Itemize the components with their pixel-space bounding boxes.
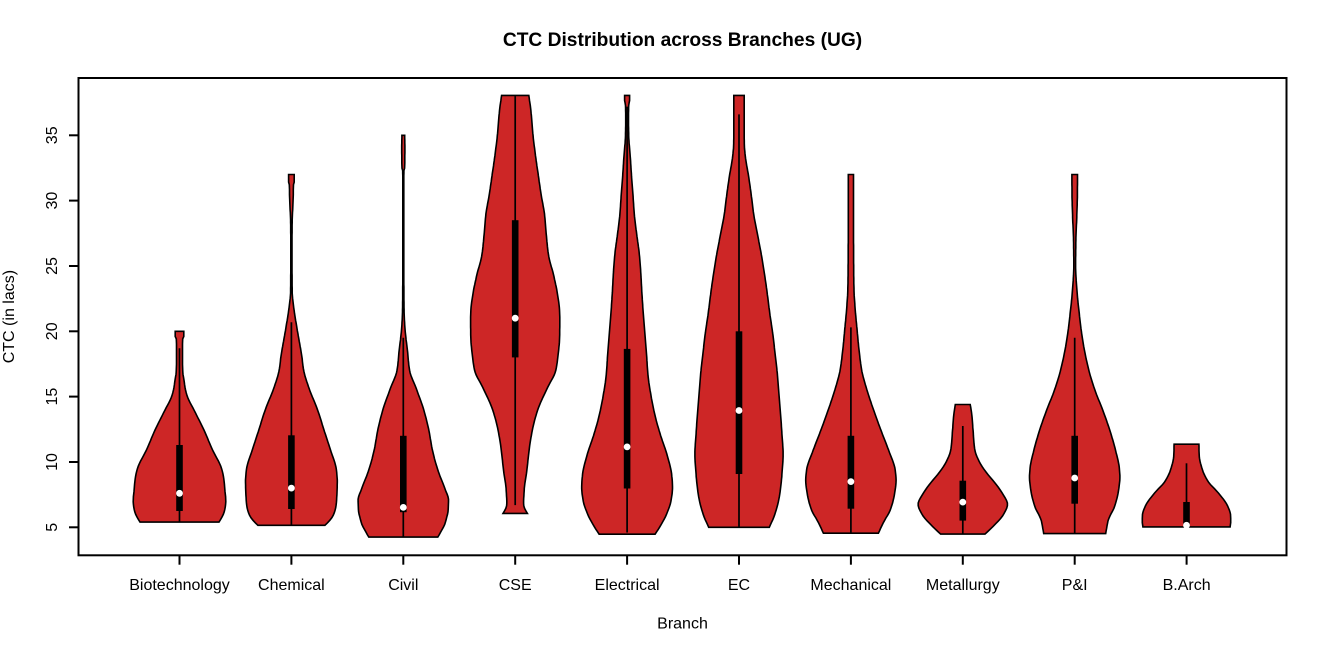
svg-text:25: 25 bbox=[44, 257, 61, 275]
svg-text:B.Arch: B.Arch bbox=[1163, 577, 1211, 594]
svg-text:Chemical: Chemical bbox=[258, 577, 325, 594]
svg-text:Biotechnology: Biotechnology bbox=[129, 577, 230, 594]
svg-text:Electrical: Electrical bbox=[595, 577, 660, 594]
svg-text:5: 5 bbox=[44, 523, 61, 532]
svg-text:P&I: P&I bbox=[1062, 577, 1088, 594]
svg-text:Branch: Branch bbox=[657, 616, 708, 633]
svg-text:30: 30 bbox=[44, 192, 61, 210]
svg-text:Metallurgy: Metallurgy bbox=[926, 577, 1000, 594]
svg-text:Mechanical: Mechanical bbox=[810, 577, 891, 594]
svg-text:EC: EC bbox=[728, 577, 750, 594]
svg-text:15: 15 bbox=[44, 388, 61, 406]
svg-text:CTC (in lacs): CTC (in lacs) bbox=[1, 270, 18, 363]
svg-text:20: 20 bbox=[44, 322, 61, 340]
svg-text:CTC Distribution across Branch: CTC Distribution across Branches (UG) bbox=[503, 30, 862, 51]
svg-text:35: 35 bbox=[44, 126, 61, 144]
svg-text:CSE: CSE bbox=[499, 577, 532, 594]
svg-text:10: 10 bbox=[44, 453, 61, 471]
svg-text:Civil: Civil bbox=[388, 577, 418, 594]
